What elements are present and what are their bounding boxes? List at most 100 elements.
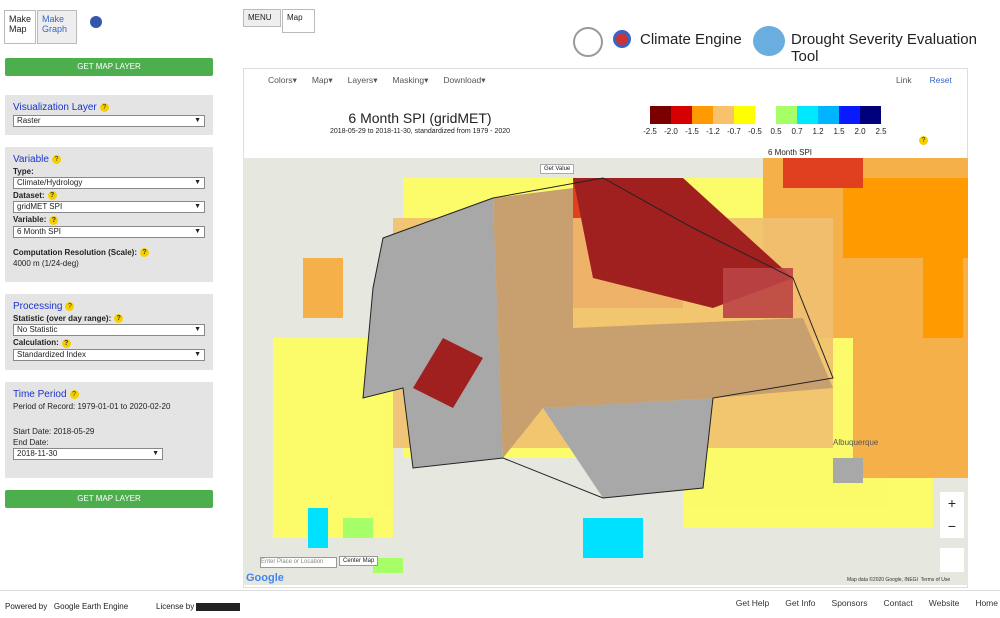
select[interactable]: gridMET SPI — [13, 201, 205, 214]
footer-links: Get Help Get Info Sponsors Contact Website Ho… — [720, 598, 998, 608]
footer-link[interactable]: Home — [975, 598, 998, 608]
legend-label: -0.5 — [748, 127, 762, 136]
legend-swatch — [713, 106, 734, 124]
toolbar-right: Link Reset — [896, 75, 970, 85]
legend-label: -0.7 — [727, 127, 741, 136]
select[interactable]: No Statistic — [13, 324, 205, 337]
footer-link[interactable]: Sponsors — [831, 598, 868, 608]
legend-swatch — [734, 106, 755, 124]
menu-tab[interactable]: MENU — [243, 9, 281, 27]
license: License by — [156, 602, 241, 611]
toolbar-link[interactable]: Link — [896, 75, 912, 85]
toolbar-menu[interactable]: Download — [443, 75, 485, 85]
select[interactable]: Standardized Index — [13, 348, 205, 361]
processing-section: Processing? Statistic (over day range):?… — [5, 294, 213, 370]
variable-section: Variable? Type: Climate/Hydrology Datase… — [5, 147, 213, 282]
license-text: License by — [156, 602, 195, 611]
map-tab[interactable]: Map — [282, 9, 315, 33]
toolbar: Colors Map Layers Masking Download — [268, 75, 501, 86]
zoom-out[interactable]: − — [947, 518, 957, 534]
map: Albuquerque — [243, 158, 968, 585]
legend-swatch — [839, 106, 860, 124]
legend-label: 0.7 — [791, 127, 803, 136]
legend: -2.5 -2.0 -1.5 -1.2 -0.7 -0.5 0.5 0.7 1.2 1.5 2.0 2… — [643, 106, 895, 146]
toolbar-menu[interactable]: Colors — [268, 75, 297, 85]
toolbar-menu[interactable]: Map — [312, 75, 333, 85]
fullscreen-button[interactable] — [940, 548, 964, 572]
select[interactable]: Raster — [13, 115, 205, 127]
text: End Date: — [13, 438, 49, 447]
brand: Climate Engine — [640, 31, 742, 48]
help-icon[interactable]: ? — [919, 136, 928, 145]
center-map-button[interactable]: Center Map — [339, 556, 379, 566]
footer-link[interactable]: Contact — [883, 598, 913, 608]
select[interactable]: 6 Month SPI — [13, 225, 205, 238]
legend-swatch — [671, 106, 692, 124]
legend-label: -2.0 — [664, 127, 678, 136]
terms-link[interactable]: Terms of Use — [920, 577, 951, 583]
powered: Powered by Google Earth Engine — [5, 602, 128, 611]
search-input[interactable]: Enter Place or Location — [260, 557, 337, 568]
footer-link[interactable]: Get Info — [785, 598, 816, 608]
legend-caption: 6 Month SPI — [767, 148, 813, 157]
legend-swatch — [776, 106, 797, 124]
footer-link[interactable]: Get Help — [735, 598, 770, 608]
zoom-in[interactable]: + — [947, 495, 957, 511]
legend-swatch — [650, 106, 671, 124]
section-title: Visualization Layer — [13, 102, 97, 113]
get-value-button[interactable]: Get Value — [540, 164, 575, 174]
legend-swatch — [755, 106, 776, 124]
engine-text: Google Earth Engine — [53, 602, 129, 611]
select[interactable]: Climate/Hydrology — [13, 177, 205, 189]
get-map-layer-button[interactable]: GET MAP LAYER — [5, 490, 213, 508]
legend-swatch — [797, 106, 818, 124]
label: Calculation: — [13, 338, 59, 348]
toolbar-menu[interactable]: Layers — [348, 75, 378, 85]
label: Statistic (over day range): — [13, 314, 112, 323]
powered-text: Powered by — [5, 602, 48, 611]
map-subtitle: 2018-05-29 to 2018-11-30, standardized f… — [329, 128, 511, 135]
label: Variable: — [13, 215, 47, 225]
label: Computation Resolution (Scale): — [13, 247, 137, 257]
legend-label: 2.5 — [875, 127, 887, 136]
tab-make-graph[interactable]: Make Graph — [37, 10, 77, 44]
legend-label: -1.2 — [706, 127, 720, 136]
section-title: Processing — [13, 301, 63, 312]
legend-swatch — [692, 106, 713, 124]
date-input[interactable]: 2018-11-30 — [13, 448, 163, 460]
viz-section: Visualization Layer? Raster — [5, 95, 213, 135]
section-title: Variable — [13, 154, 49, 165]
text: Start Date: 2018-05-29 — [13, 427, 95, 436]
attribution-text: Map data ©2020 Google, INEGI — [847, 577, 918, 583]
cc-badge — [196, 602, 241, 611]
logo-icon — [90, 16, 102, 28]
toolbar-menu[interactable]: Masking — [392, 75, 428, 85]
wwao-logo — [753, 26, 785, 56]
tool-title: Drought Severity Evaluation Tool — [791, 31, 977, 65]
label: Type: — [13, 167, 34, 176]
text: Period of Record: 1979-01-01 to 2020-02-… — [13, 402, 171, 411]
footer-link[interactable]: Website — [928, 598, 960, 608]
label: Dataset: — [13, 191, 45, 200]
get-map-layer-button[interactable]: GET MAP LAYER — [5, 58, 213, 76]
legend-swatch — [860, 106, 881, 124]
brand-logo — [613, 30, 631, 48]
legend-label: 0.5 — [770, 127, 782, 136]
zoom-control: + − — [940, 492, 964, 538]
time-section: Time Period? Period of Record: 1979-01-0… — [5, 382, 213, 478]
toolbar-link[interactable]: Reset — [929, 75, 952, 85]
attribution: Map data ©2020 Google, INEGI Terms of Us… — [847, 577, 950, 583]
section-title: Time Period — [13, 389, 67, 400]
legend-swatch — [818, 106, 839, 124]
tab-make-map[interactable]: Make Map — [4, 10, 36, 44]
legend-label: 1.5 — [833, 127, 845, 136]
legend-label: -1.5 — [685, 127, 699, 136]
legend-label: 1.2 — [812, 127, 824, 136]
map-title: 6 Month SPI (gridMET) — [348, 110, 492, 126]
google-logo: Google — [246, 572, 284, 584]
seal-logo — [573, 27, 603, 57]
legend-label: -2.5 — [643, 127, 657, 136]
legend-label: 2.0 — [854, 127, 866, 136]
footer-rule — [0, 590, 1000, 591]
